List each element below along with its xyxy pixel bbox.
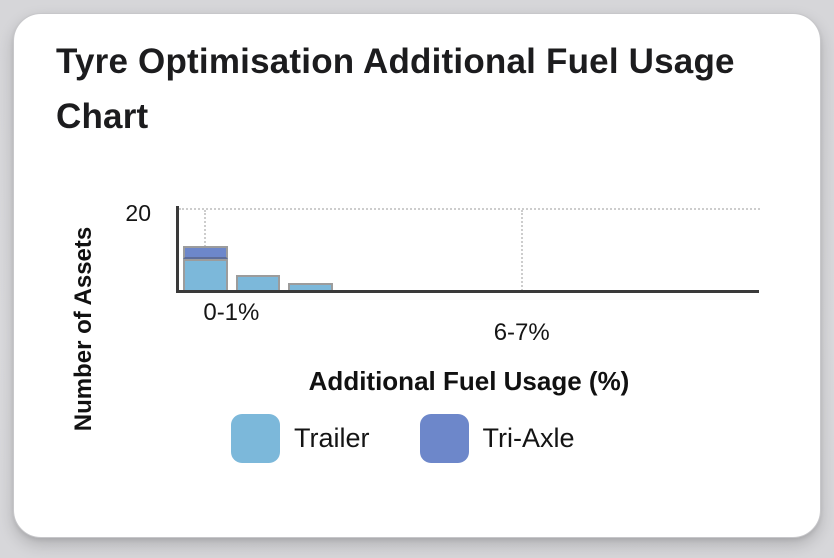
- bar-segment-trailer: [235, 274, 281, 291]
- legend-item-trailer[interactable]: Trailer: [231, 414, 370, 463]
- y-axis-line: [176, 206, 179, 293]
- y-axis-tick-label: 20: [125, 200, 151, 226]
- legend-item-tri-axle[interactable]: Tri-Axle: [419, 414, 575, 463]
- x-axis-title: Additional Fuel Usage (%): [308, 366, 630, 396]
- chart-card: Tyre Optimisation Additional Fuel Usage …: [13, 13, 821, 538]
- bar-segment-trailer: [182, 258, 228, 291]
- legend-label-tri-axle: Tri-Axle: [482, 423, 575, 453]
- x-axis-tick-label: 6-7%: [493, 319, 550, 346]
- gridline-vertical: [520, 210, 523, 291]
- bar-segment-trailer: [288, 282, 334, 291]
- x-axis-tick-label: 0-1%: [203, 299, 260, 326]
- plot-area: 0-1% 6-7%: [176, 206, 760, 346]
- bar-segment-tri-axle: [182, 246, 228, 259]
- chart-legend: Trailer Tri-Axle: [231, 414, 575, 463]
- chart-title: Tyre Optimisation Additional Fuel Usage …: [56, 42, 735, 136]
- legend-swatch-tri-axle: [419, 414, 469, 463]
- y-axis-title: Number of Assets: [70, 226, 97, 432]
- legend-label-trailer: Trailer: [294, 423, 370, 453]
- x-axis-line: [176, 290, 759, 293]
- gridline-horizontal-20: [179, 208, 760, 210]
- legend-swatch-trailer: [231, 414, 280, 463]
